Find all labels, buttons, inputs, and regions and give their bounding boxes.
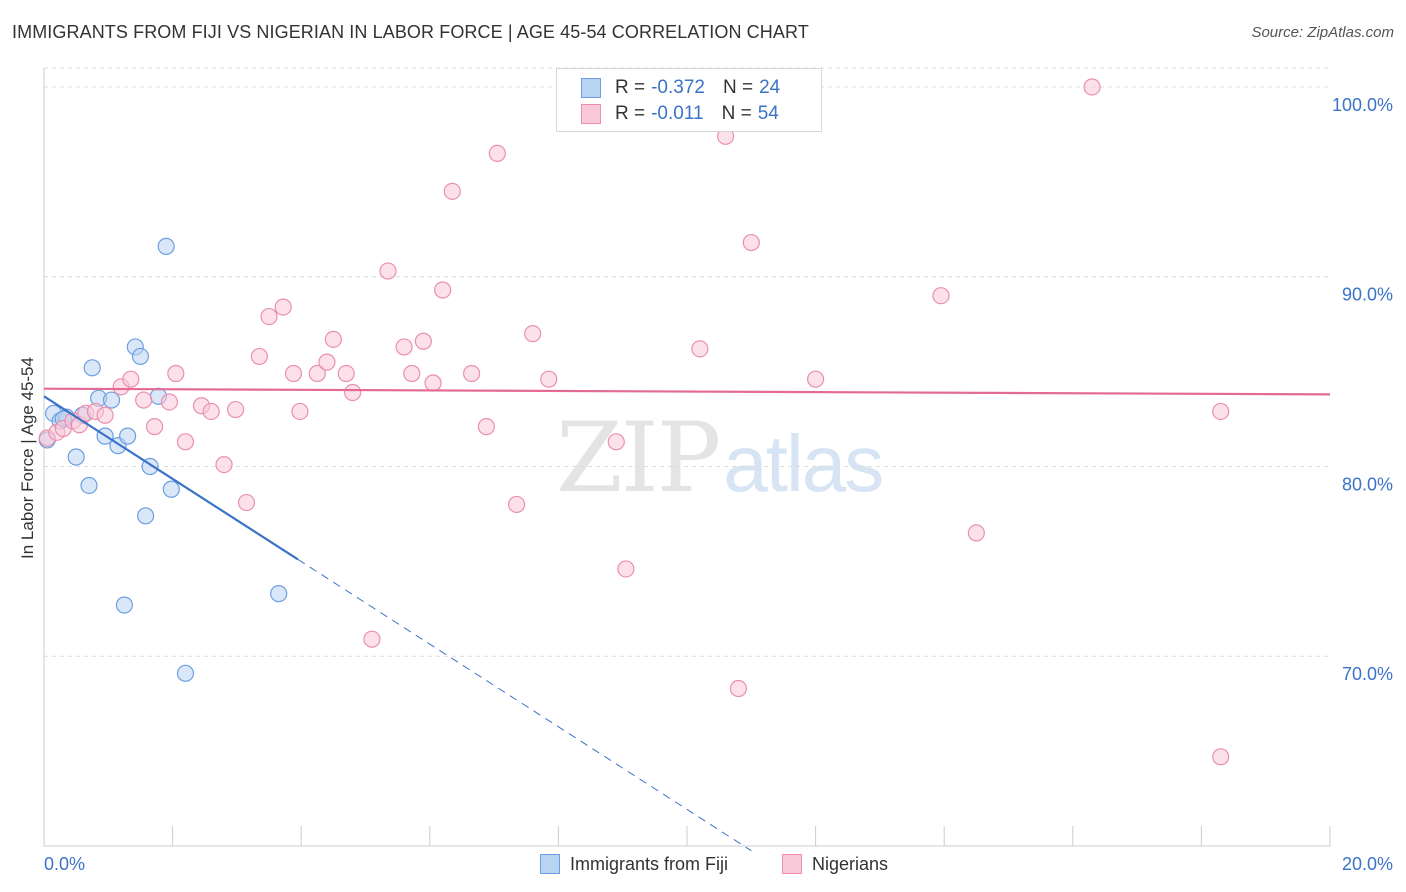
- y-tick-label: 80.0%: [1342, 474, 1393, 494]
- nigerian-point: [202, 402, 220, 421]
- nigerian-point: [1212, 748, 1230, 766]
- nigerian-point: [508, 495, 526, 514]
- fiji-point: [80, 476, 98, 495]
- nigerian-point: [167, 364, 185, 383]
- bottom-legend-nigerian: Nigerians: [782, 852, 888, 876]
- fiji-point: [67, 448, 85, 466]
- bottom-legend-swatch-nigerian: [782, 854, 802, 874]
- nigerian-point: [729, 679, 748, 698]
- legend-nigerian-r-value: -0.011: [651, 103, 704, 124]
- legend-nigerian-n-value: 54: [757, 103, 779, 124]
- legend-fiji-n-value: 24: [759, 77, 781, 98]
- nigerian-point: [932, 287, 950, 305]
- nigerian-point: [443, 182, 461, 200]
- nigerian-point: [607, 433, 625, 451]
- nigerian-point: [318, 353, 336, 371]
- nigerian-point: [434, 281, 452, 299]
- nigerian-point: [308, 364, 326, 383]
- legend-nigerian-n-label: N =: [721, 103, 752, 124]
- fiji-point: [131, 347, 150, 366]
- legend-swatch-fiji: [581, 78, 601, 98]
- nigerian-point: [967, 524, 985, 542]
- chart-title: IMMIGRANTS FROM FIJI VS NIGERIAN IN LABO…: [12, 22, 809, 42]
- nigerian-point: [344, 383, 362, 402]
- legend-row-nigerian: R = -0.011 N = 54: [581, 101, 779, 127]
- bottom-legend-swatch-fiji: [540, 854, 560, 874]
- fiji-point: [270, 585, 288, 603]
- legend-row-fiji: R = -0.372 N = 24: [581, 75, 780, 101]
- nigerian-point: [145, 418, 164, 436]
- correlation-legend: R = -0.372 N = 24 R = -0.011 N = 54: [556, 68, 822, 132]
- nigerian-point: [414, 332, 432, 350]
- legend-fiji-n-label: N =: [722, 77, 754, 98]
- nigerian-point: [227, 400, 245, 419]
- nigerian-point: [96, 406, 114, 424]
- nigerian-point: [260, 307, 278, 326]
- nigerian-point: [379, 262, 397, 280]
- fiji-point: [157, 237, 175, 255]
- fiji-point: [115, 596, 133, 614]
- x-tick-label-max: 20.0%: [1342, 854, 1393, 874]
- y-tick-label: 100.0%: [1332, 95, 1393, 115]
- fiji-point: [83, 359, 101, 377]
- nigerian-point: [1212, 402, 1230, 421]
- fiji-trend-line: [43, 395, 299, 561]
- nigerian-point: [395, 338, 413, 356]
- nigerian-point: [1083, 78, 1101, 96]
- nigerian-point: [477, 418, 495, 436]
- fiji-point: [136, 507, 155, 525]
- bottom-legend-fiji: Immigrants from Fiji: [540, 852, 728, 876]
- legend-fiji-r-value: -0.372: [651, 77, 705, 98]
- x-tick-label-min: 0.0%: [44, 854, 85, 874]
- nigerian-point: [617, 560, 635, 578]
- nigerian-point: [284, 364, 303, 383]
- nigerian-point: [424, 374, 442, 392]
- nigerian-point: [250, 347, 269, 366]
- legend-fiji-r-label: R =: [615, 77, 646, 98]
- nigerian-point: [274, 298, 292, 316]
- bottom-legend-label-nigerian: Nigerians: [812, 853, 889, 874]
- nigerian-point: [215, 455, 233, 474]
- nigerian-point: [462, 364, 481, 383]
- nigerian-point: [324, 330, 342, 348]
- nigerian-point: [237, 493, 256, 512]
- nigerian-point: [135, 391, 153, 409]
- fiji-trend-extension: [297, 559, 752, 852]
- fiji-point: [176, 664, 195, 682]
- fiji-point: [102, 391, 121, 409]
- nigerian-point: [691, 340, 709, 358]
- nigerian-point: [363, 630, 381, 648]
- nigerian-point: [176, 433, 195, 451]
- legend-swatch-nigerian: [581, 104, 601, 124]
- source-credit: Source: ZipAtlas.com: [1251, 24, 1394, 41]
- nigerian-trend-line: [43, 387, 1331, 396]
- legend-nigerian-r-label: R =: [615, 103, 646, 124]
- nigerian-point: [742, 233, 760, 252]
- nigerian-point: [806, 370, 825, 388]
- nigerian-point: [524, 325, 542, 343]
- y-tick-label: 70.0%: [1342, 664, 1393, 684]
- nigerian-point: [488, 144, 506, 162]
- nigerian-point: [122, 370, 140, 388]
- bottom-legend-label-fiji: Immigrants from Fiji: [570, 853, 729, 874]
- y-tick-label: 90.0%: [1342, 285, 1393, 305]
- nigerian-point: [291, 402, 309, 421]
- fiji-point: [118, 427, 137, 445]
- nigerian-point: [403, 364, 421, 383]
- nigerian-point: [337, 364, 355, 383]
- nigerian-point: [540, 370, 558, 388]
- fiji-point: [162, 480, 180, 498]
- nigerian-point: [160, 393, 178, 411]
